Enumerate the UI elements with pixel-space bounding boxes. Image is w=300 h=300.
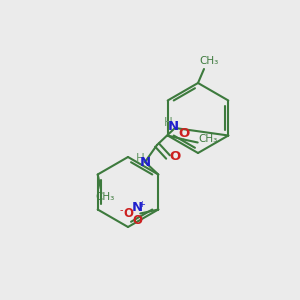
Text: CH₃: CH₃ [95, 191, 114, 202]
Text: N: N [132, 201, 143, 214]
Text: H: H [164, 116, 172, 130]
Text: O: O [178, 127, 189, 140]
Text: N: N [140, 157, 151, 169]
Text: H: H [136, 152, 144, 164]
Text: CH₃: CH₃ [200, 56, 219, 66]
Text: N: N [167, 121, 178, 134]
Text: -: - [120, 206, 123, 215]
Text: O: O [132, 214, 142, 227]
Text: O: O [123, 207, 133, 220]
Text: +: + [138, 200, 145, 209]
Text: O: O [169, 151, 181, 164]
Text: CH₃: CH₃ [198, 134, 217, 143]
